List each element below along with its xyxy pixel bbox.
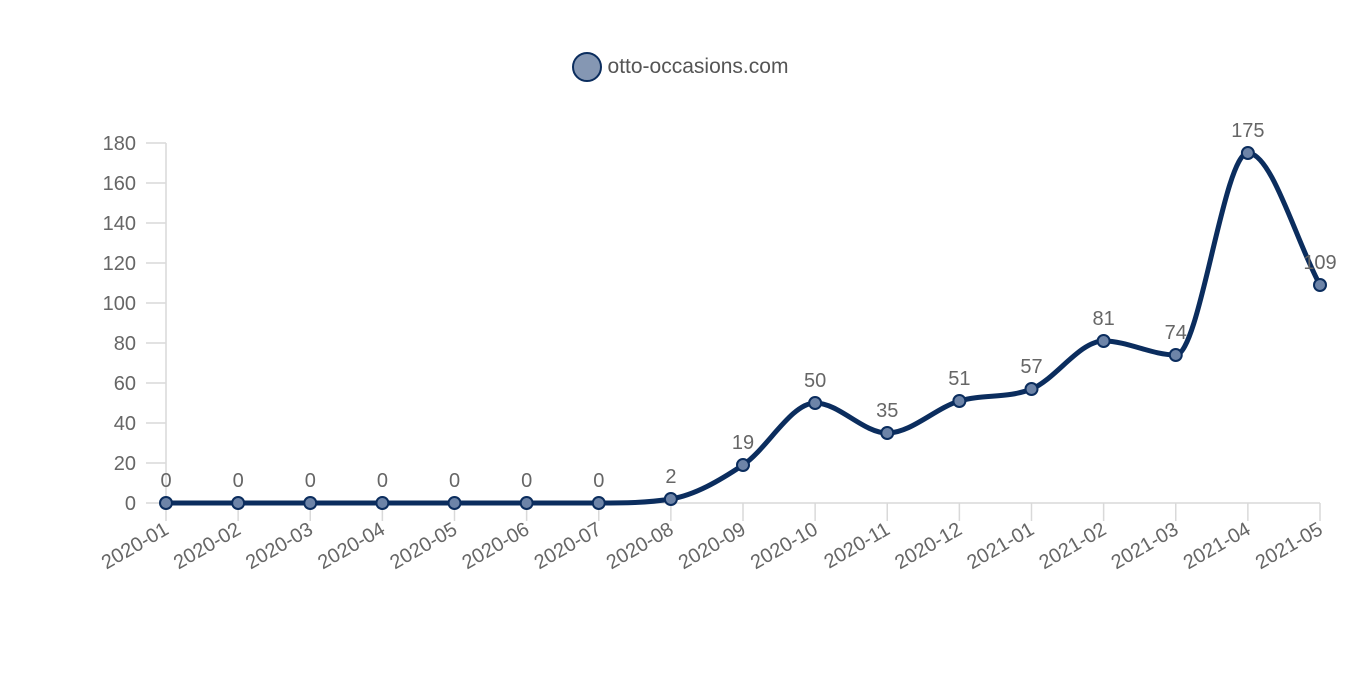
data-label: 0: [449, 470, 460, 492]
x-tick-label: 2020-09: [675, 518, 750, 574]
x-tick-label: 2021-05: [1252, 518, 1327, 574]
data-point[interactable]: [880, 426, 895, 440]
y-tick-label: 100: [103, 293, 136, 315]
data-point[interactable]: [1024, 382, 1039, 396]
data-point[interactable]: [231, 496, 246, 510]
data-label: 175: [1231, 120, 1264, 142]
data-point[interactable]: [591, 496, 606, 510]
x-tick-label: 2020-10: [747, 518, 822, 574]
y-tick-label: 20: [114, 453, 136, 475]
data-label: 50: [804, 370, 826, 392]
series-points-group: [159, 146, 1327, 510]
legend-item-otto-occasions[interactable]: otto-occasions.com: [571, 52, 789, 82]
x-tick-label: 2021-02: [1036, 518, 1111, 574]
data-point[interactable]: [1313, 278, 1327, 292]
data-label: 19: [732, 432, 754, 454]
x-tick-label: 2020-03: [242, 518, 317, 574]
y-tick-label: 60: [114, 373, 136, 395]
x-tick-label: 2020-08: [603, 518, 678, 574]
legend: otto-occasions.com: [0, 52, 1360, 82]
x-tick-label: 2020-07: [531, 518, 606, 574]
data-point[interactable]: [375, 496, 390, 510]
data-label: 2: [665, 466, 676, 488]
data-point[interactable]: [519, 496, 534, 510]
y-tick-label: 160: [103, 173, 136, 195]
y-tick-label: 180: [103, 133, 136, 155]
x-tick-label: 2020-01: [98, 518, 173, 574]
data-label: 74: [1165, 322, 1187, 344]
data-label: 0: [160, 470, 171, 492]
data-point[interactable]: [663, 492, 678, 506]
x-tick-label: 2021-04: [1180, 518, 1255, 574]
data-label: 0: [593, 470, 604, 492]
data-point[interactable]: [1168, 348, 1183, 362]
x-tick-label: 2021-03: [1108, 518, 1183, 574]
data-label: 0: [233, 470, 244, 492]
legend-label: otto-occasions.com: [607, 55, 789, 78]
data-label: 0: [305, 470, 316, 492]
data-point[interactable]: [447, 496, 462, 510]
data-point[interactable]: [952, 394, 967, 408]
data-point[interactable]: [736, 458, 750, 472]
x-tick-label: 2020-12: [891, 518, 966, 574]
x-tick-label: 2021-01: [963, 518, 1038, 574]
data-point[interactable]: [1240, 146, 1255, 160]
x-tick-label: 2020-06: [459, 518, 534, 574]
data-point[interactable]: [159, 496, 173, 510]
data-label: 35: [876, 400, 898, 422]
y-tick-label: 140: [103, 213, 136, 235]
data-labels-group: 0 0 0 0 0 0 0 2 19 50 35 51 57 81 74 175 109: [160, 120, 1336, 492]
axes: 0204060801001201401601802020-012020-0220…: [98, 133, 1327, 574]
data-label: 57: [1020, 356, 1042, 378]
legend-swatch-icon: [571, 52, 602, 82]
data-label: 0: [377, 470, 388, 492]
x-tick-label: 2020-02: [170, 518, 245, 574]
x-tick-label: 2020-11: [820, 518, 893, 573]
data-point[interactable]: [303, 496, 318, 510]
y-tick-label: 120: [103, 253, 136, 275]
x-tick-label: 2020-05: [386, 518, 461, 574]
y-tick-label: 80: [114, 333, 136, 355]
y-tick-label: 40: [114, 413, 136, 435]
y-tick-label: 0: [125, 493, 136, 515]
data-label: 0: [521, 470, 532, 492]
data-label: 51: [948, 368, 970, 390]
x-tick-label: 2020-04: [314, 518, 389, 574]
data-label: 81: [1093, 308, 1115, 330]
data-point[interactable]: [808, 396, 823, 410]
data-point[interactable]: [1096, 334, 1111, 348]
data-label: 109: [1303, 252, 1336, 274]
